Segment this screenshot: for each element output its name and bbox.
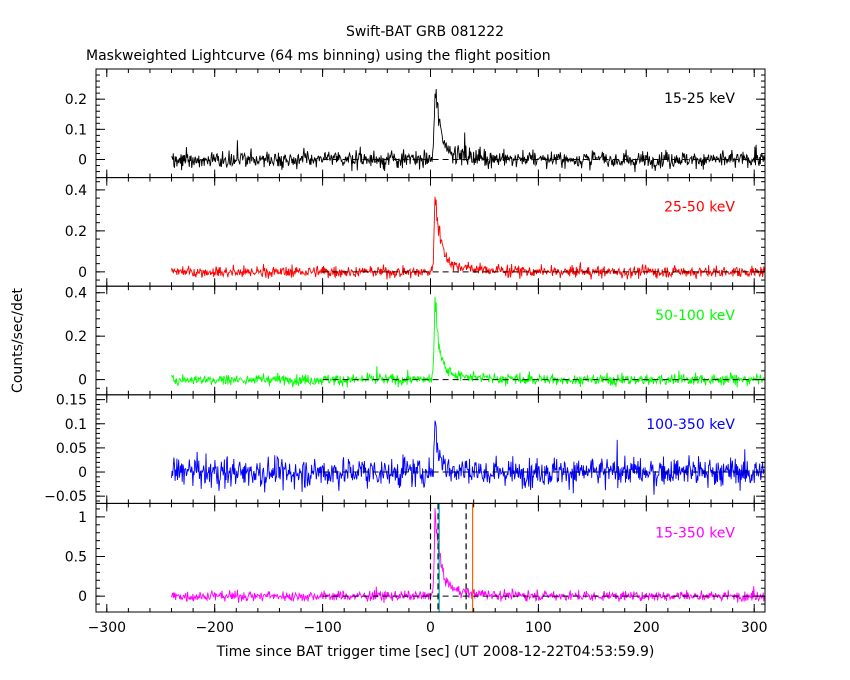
y-tick-label-0-1: 0.1	[65, 122, 87, 138]
y-tick-label-3-1: 0	[78, 465, 87, 481]
y-tick-label-1-2: 0.4	[65, 183, 87, 199]
x-tick-labels: −300 −200 −100 0 100 200 300	[88, 620, 768, 636]
series-line-0	[171, 88, 765, 173]
y-tick-label-0-2: 0.2	[65, 92, 87, 108]
panel-1: 0 0.2 0.4 25-50 keV	[65, 177, 766, 287]
y-tick-label-3-3: 0.1	[65, 417, 87, 433]
x-tick-label-4: 100	[525, 620, 552, 636]
band-label-1: 25-50 keV	[664, 200, 735, 216]
y-tick-label-4-1: 0.5	[65, 550, 87, 566]
panel-0: 0 0.1 0.2 15-25 keV	[65, 68, 766, 179]
band-label-2: 50-100 keV	[655, 308, 735, 324]
series-line-4	[171, 508, 765, 603]
series-line-3	[171, 420, 765, 495]
y-tick-label-0-0: 0	[78, 153, 87, 169]
x-tick-label-1: −200	[195, 620, 233, 636]
panel-2: 0 0.2 0.4 50-100 keV	[65, 285, 766, 396]
x-axis-label: Time since BAT trigger time [sec] (UT 20…	[216, 644, 655, 660]
x-tick-label-5: 200	[633, 620, 660, 636]
panel-frame-3	[95, 394, 766, 504]
band-label-4: 15-350 keV	[655, 525, 735, 541]
panel-3: −0.05 0 0.05 0.1 0.15 100-350 keV	[44, 393, 766, 505]
band-label-3: 100-350 keV	[646, 417, 735, 433]
panel-4: 0 0.5 1 15-350 keV	[65, 502, 766, 613]
y-tick-label-4-0: 0	[78, 589, 87, 605]
series-line-2	[171, 296, 765, 388]
y-tick-label-3-0: −0.05	[44, 489, 87, 505]
panels: 0 0.1 0.2 15-25 keV 0 0.2 0.4 25-50 keV 0 0.2 0.4 5…	[44, 68, 766, 613]
x-tick-label-3: 0	[426, 620, 435, 636]
y-tick-label-3-4: 0.15	[56, 393, 87, 409]
x-tick-label-2: −100	[303, 620, 341, 636]
x-tick-label-0: −300	[88, 620, 126, 636]
y-tick-label-1-1: 0.2	[65, 224, 87, 240]
y-tick-label-3-2: 0.05	[56, 441, 87, 457]
chart-title: Swift-BAT GRB 081222	[346, 24, 504, 40]
band-label-0: 15-25 keV	[664, 91, 735, 107]
y-axis-label: Counts/sec/det	[10, 288, 26, 393]
y-tick-label-4-2: 1	[78, 510, 87, 526]
y-tick-label-2-1: 0.2	[65, 329, 87, 345]
y-tick-label-2-0: 0	[78, 373, 87, 389]
chart-subtitle: Maskweighted Lightcurve (64 ms binning) …	[86, 48, 551, 64]
y-tick-label-1-0: 0	[78, 265, 87, 281]
y-tick-label-2-2: 0.4	[65, 286, 87, 302]
x-tick-label-6: 300	[741, 620, 768, 636]
